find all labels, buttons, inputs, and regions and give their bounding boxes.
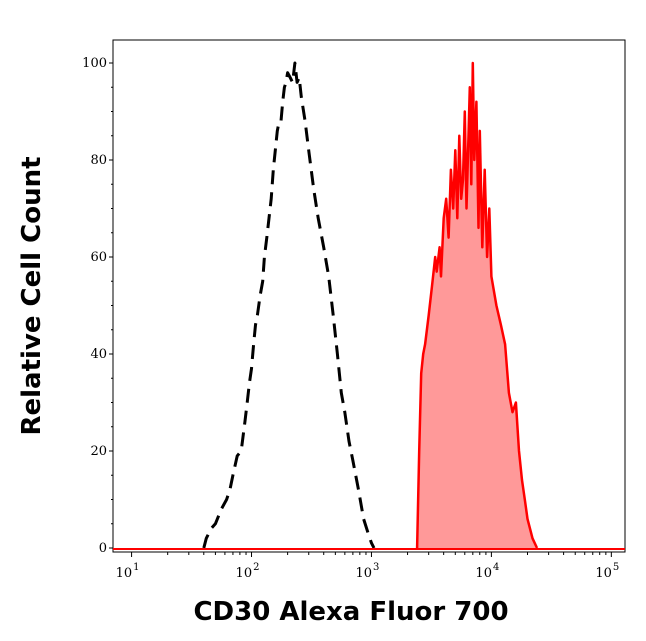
plot-frame: [112, 39, 626, 553]
y-tick-label: 40: [90, 347, 107, 362]
x-axis-title: CD30 Alexa Fluor 700: [193, 597, 508, 627]
y-tick-label: 100: [82, 56, 107, 71]
x-tick-label: 101: [116, 562, 140, 581]
axis-layer: 020406080100101102103104105106: [82, 56, 619, 581]
series-1-area: [417, 63, 537, 548]
series-0-line: [202, 61, 376, 549]
y-axis-title: Relative Cell Count: [17, 156, 47, 435]
series-layer: [113, 61, 625, 550]
y-tick-label: 60: [90, 250, 107, 265]
x-tick-label: 105: [595, 562, 619, 581]
x-tick-label: 104: [475, 562, 499, 581]
y-tick-label: 0: [99, 541, 107, 556]
y-tick-label: 20: [90, 444, 107, 459]
x-tick-label: 103: [355, 562, 379, 581]
series-1-line: [415, 61, 539, 549]
x-tick-label: 102: [236, 562, 260, 581]
y-tick-label: 80: [90, 153, 107, 168]
